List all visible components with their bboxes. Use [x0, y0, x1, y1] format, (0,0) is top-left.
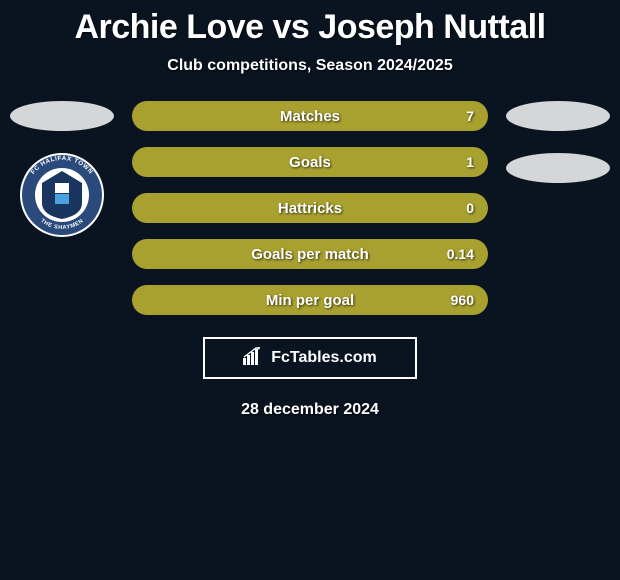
stat-value-right: 7: [466, 108, 474, 124]
right-side: [506, 101, 610, 183]
stat-bar: Goals 1: [132, 147, 488, 177]
stat-label: Min per goal: [266, 292, 354, 309]
stat-label: Matches: [280, 108, 340, 125]
stat-label: Hattricks: [278, 200, 342, 217]
date-text: 28 december 2024: [10, 401, 610, 419]
stat-value-right: 960: [451, 292, 474, 308]
comparison-card: Archie Love vs Joseph Nuttall Club compe…: [0, 0, 620, 419]
subtitle: Club competitions, Season 2024/2025: [10, 57, 610, 75]
stat-value-right: 0.14: [447, 246, 474, 262]
chart-icon: [243, 347, 265, 370]
stat-bar: Matches 7: [132, 101, 488, 131]
page-title: Archie Love vs Joseph Nuttall: [10, 8, 610, 47]
stat-bar: Goals per match 0.14: [132, 239, 488, 269]
brand-box[interactable]: FcTables.com: [203, 337, 417, 379]
stat-value-right: 1: [466, 154, 474, 170]
club-badge-placeholder: [506, 153, 610, 183]
left-side: FC HALIFAX TOWN THE SHAYMEN: [10, 101, 114, 237]
stats-bars: Matches 7 Goals 1 Hattricks 0 Goals per …: [132, 101, 488, 315]
content-row: FC HALIFAX TOWN THE SHAYMEN Matches 7: [10, 101, 610, 315]
stat-bar: Hattricks 0: [132, 193, 488, 223]
brand-text: FcTables.com: [271, 349, 377, 367]
stat-label: Goals: [289, 154, 331, 171]
stat-bar: Min per goal 960: [132, 285, 488, 315]
player-photo-placeholder: [506, 101, 610, 131]
stat-value-right: 0: [466, 200, 474, 216]
stat-label: Goals per match: [251, 246, 369, 263]
player-photo-placeholder: [10, 101, 114, 131]
club-badge-icon: FC HALIFAX TOWN THE SHAYMEN: [20, 153, 104, 237]
